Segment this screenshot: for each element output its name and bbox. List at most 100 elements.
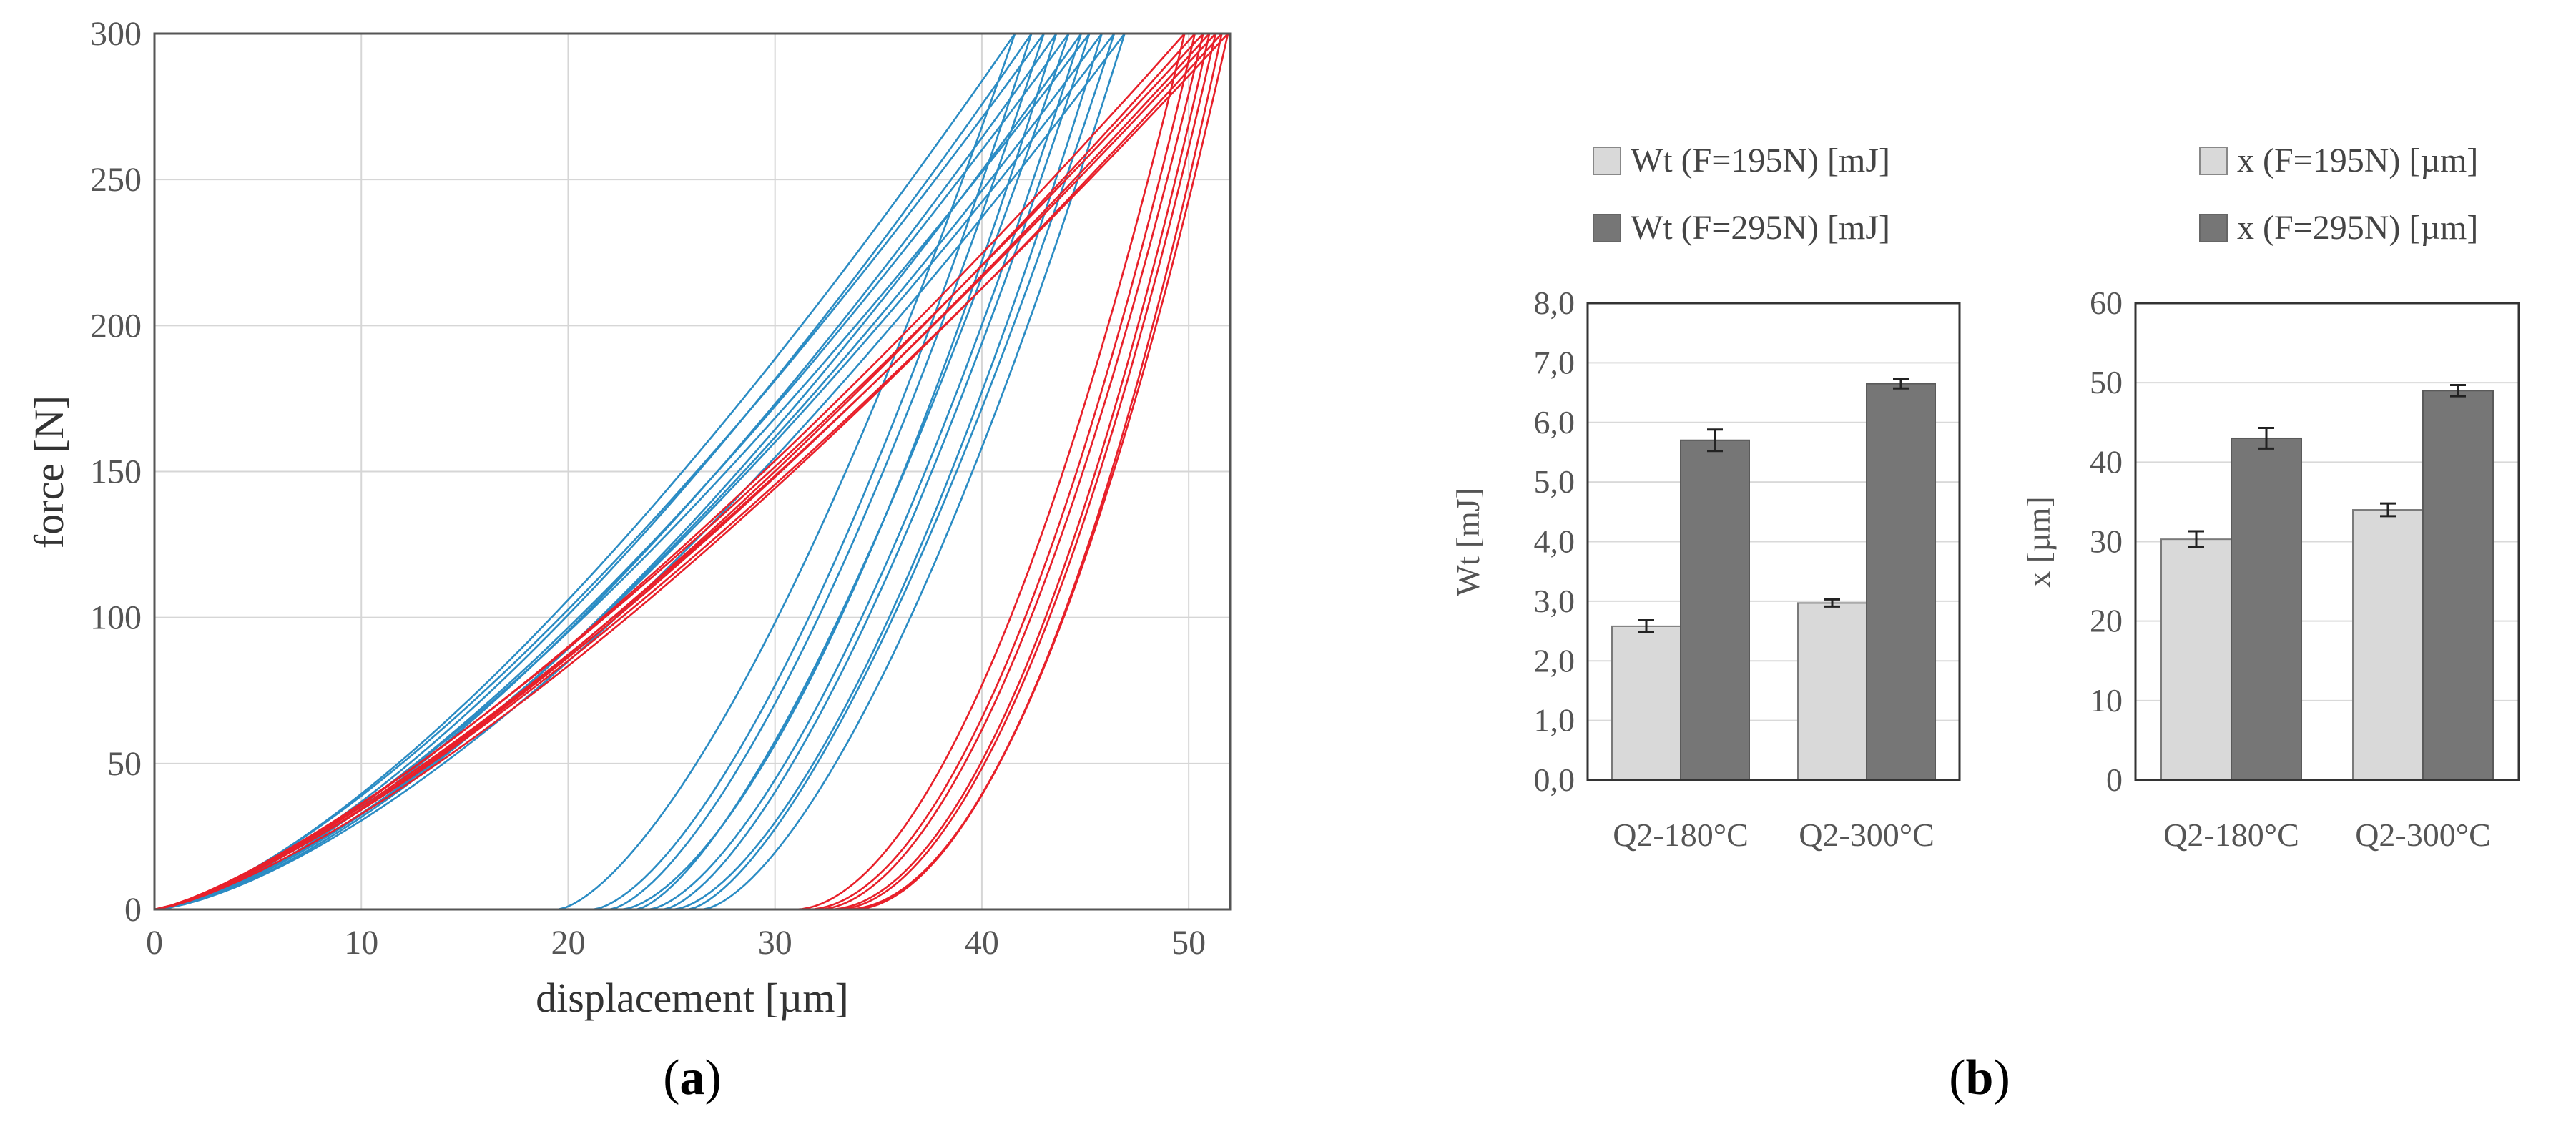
legend-label-x-195: x (F=195N) [µm] (2237, 142, 2478, 179)
unloading-curve-red-13 (828, 33, 1211, 911)
panel-b-wt-x-tick-1: Q2-300°C (1799, 817, 1935, 853)
panel-b-wt-bar-s0-c0 (1611, 625, 1681, 781)
panel-a-y-tick-0: 0 (124, 891, 142, 929)
panel-b-x-bars (2160, 384, 2494, 781)
panel-b-wt-y-tick-labels: 0,0 1,0 2,0 3,0 4,0 5,0 6,0 7,0 8,0 (1534, 285, 1575, 798)
panel-b-x-legend: x (F=195N) [µm] x (F=295N) [µm] (2199, 142, 2478, 247)
unloading-curve-red-14 (837, 33, 1217, 911)
loading-curve-blue-5 (154, 33, 1082, 911)
panel-b-wt-y-tick-1: 1,0 (1534, 702, 1575, 739)
panel-b-wt-bars (1611, 378, 1936, 781)
panel-b-wt-y-tick-5: 5,0 (1534, 463, 1575, 500)
panel-b-x-y-tick-1: 10 (2090, 682, 2123, 719)
legend-label-x-295: x (F=295N) [µm] (2237, 209, 2478, 247)
panel-b-x-y-tick-3: 30 (2090, 523, 2123, 560)
panel-a-plot-frame (153, 32, 1232, 911)
panel-b-wt-legend: Wt (F=195N) [mJ] Wt (F=295N) [mJ] (1593, 142, 1890, 247)
loading-curve-blue-7 (154, 33, 1103, 911)
panel-b-wt-y-tick-8: 8,0 (1534, 285, 1575, 321)
panel-b-x-plot-frame (2134, 302, 2520, 781)
panel-a-x-tick-40: 40 (965, 924, 999, 962)
panel-b-wt-y-tick-0: 0,0 (1534, 761, 1575, 798)
panel-b-wt-y-tick-2: 2,0 (1534, 642, 1575, 679)
panel-a-y-tick-100: 100 (90, 599, 142, 637)
loading-curve-red-16 (154, 33, 1229, 911)
unloading-curve-blue-6 (663, 33, 1091, 911)
panel-a-label-open: ( (663, 1050, 679, 1105)
panel-b-x-x-tick-1: Q2-300°C (2355, 817, 2491, 853)
unloading-curve-blue-2 (609, 33, 1045, 911)
panel-b-x-y-tick-4: 40 (2090, 443, 2123, 480)
panel-b-x-y-axis-title: x [µm] (2020, 496, 2057, 587)
panel-a-x-tick-50: 50 (1171, 924, 1206, 962)
legend-label-wt-195: Wt (F=195N) [mJ] (1631, 142, 1890, 179)
panel-b-wt-y-tick-7: 7,0 (1534, 344, 1575, 380)
panel-b-x-y-tick-labels: 0 10 20 30 40 50 60 (2090, 285, 2123, 798)
panel-b-x-y-tick-6: 60 (2090, 285, 2123, 321)
unloading-curve-blue-0 (557, 33, 1016, 911)
unloading-curve-red-10 (795, 33, 1186, 911)
panel-a-x-tick-10: 10 (344, 924, 378, 962)
unloading-curve-red-12 (818, 33, 1204, 911)
panel-a-y-tick-300: 300 (90, 15, 142, 53)
legend-label-wt-295: Wt (F=295N) [mJ] (1631, 209, 1890, 247)
panel-a-x-tick-30: 30 (758, 924, 792, 962)
panel-a-x-tick-0: 0 (146, 924, 163, 962)
unloading-curve-red-16 (853, 33, 1229, 911)
panel-a-y-tick-150: 150 (90, 453, 142, 491)
legend-swatch-wt-295 (1593, 214, 1621, 242)
panel-a-y-axis-title: force [N] (26, 395, 72, 548)
panel-b-x-bar-s1-c1 (2422, 390, 2494, 781)
panel-b-x-bar-s1-c0 (2231, 437, 2302, 781)
panel-b-x-y-tick-0: 0 (2106, 761, 2123, 798)
panel-a-y-tick-250: 250 (90, 161, 142, 199)
panel-b-wt-bar-s1-c1 (1866, 383, 1936, 781)
legend-swatch-x-295 (2199, 214, 2228, 242)
panel-b-wt-x-tick-0: Q2-180°C (1613, 817, 1749, 853)
panel-b-x-y-tick-2: 20 (2090, 603, 2123, 639)
panel-a-x-axis-title: displacement [µm] (536, 975, 849, 1021)
panel-b-label-close: ) (1993, 1050, 2010, 1105)
loading-curve-blue-8 (154, 33, 1116, 911)
loading-curve-red-12 (154, 33, 1204, 911)
panel-a-x-tick-20: 20 (551, 924, 585, 962)
panel-b-wt-x-tick-labels: Q2-180°C Q2-300°C (1613, 817, 1935, 853)
loading-curve-red-15 (154, 33, 1223, 911)
panel-a-y-tick-200: 200 (90, 307, 142, 345)
unloading-curve-blue-8 (687, 33, 1116, 911)
loading-curve-blue-2 (154, 33, 1045, 911)
unloading-curve-blue-3 (621, 33, 1058, 911)
panel-b-x-x-tick-0: Q2-180°C (2163, 817, 2299, 853)
panel-b-wt-y-tick-3: 3,0 (1534, 583, 1575, 619)
panel-b-wt-bar-chart: Wt (F=195N) [mJ] Wt (F=295N) [mJ] 0,0 1,0… (1450, 142, 1961, 853)
legend-swatch-x-195 (2199, 147, 2228, 175)
unloading-curve-red-11 (807, 33, 1196, 911)
panel-b-label-letter: b (1966, 1050, 1994, 1105)
panel-a-label: (a) (663, 1050, 722, 1105)
panel-b-x-y-tick-5: 50 (2090, 364, 2123, 400)
panel-b-wt-bar-s1-c0 (1680, 439, 1750, 781)
panel-b-wt-y-axis-title: Wt [mJ] (1450, 488, 1486, 596)
unloading-curve-blue-1 (592, 33, 1033, 911)
panel-b-x-x-tick-labels: Q2-180°C Q2-300°C (2163, 817, 2491, 853)
panel-b-x-bar-s0-c0 (2160, 538, 2232, 781)
panel-b-x-bar-s0-c1 (2352, 509, 2424, 781)
unloading-curve-blue-7 (673, 33, 1103, 911)
panel-b-wt-y-tick-4: 4,0 (1534, 523, 1575, 560)
panel-a-y-tick-labels: 0 50 100 150 200 250 300 (90, 15, 142, 929)
panel-b-label: (b) (1949, 1050, 2010, 1105)
panel-b-wt-plot-frame (1586, 302, 1961, 781)
panel-b-wt-y-tick-6: 6,0 (1534, 404, 1575, 440)
panel-a-curves (154, 33, 1229, 911)
panel-b-wt-bar-s0-c1 (1797, 602, 1867, 781)
panel-b-label-open: ( (1949, 1050, 1965, 1105)
panel-a-y-tick-50: 50 (107, 745, 142, 783)
legend-swatch-wt-195 (1593, 147, 1621, 175)
panel-b-x-bar-chart: x (F=195N) [µm] x (F=295N) [µm] 0 10 20 30 4… (2020, 142, 2520, 853)
panel-a-line-chart: 0 10 20 30 40 50 0 50 100 150 200 250 300 displacem… (26, 15, 1232, 1021)
panel-a-label-letter: a (680, 1050, 705, 1105)
panel-a-label-close: ) (705, 1050, 722, 1105)
panel-a-x-tick-labels: 0 10 20 30 40 50 (146, 924, 1206, 962)
